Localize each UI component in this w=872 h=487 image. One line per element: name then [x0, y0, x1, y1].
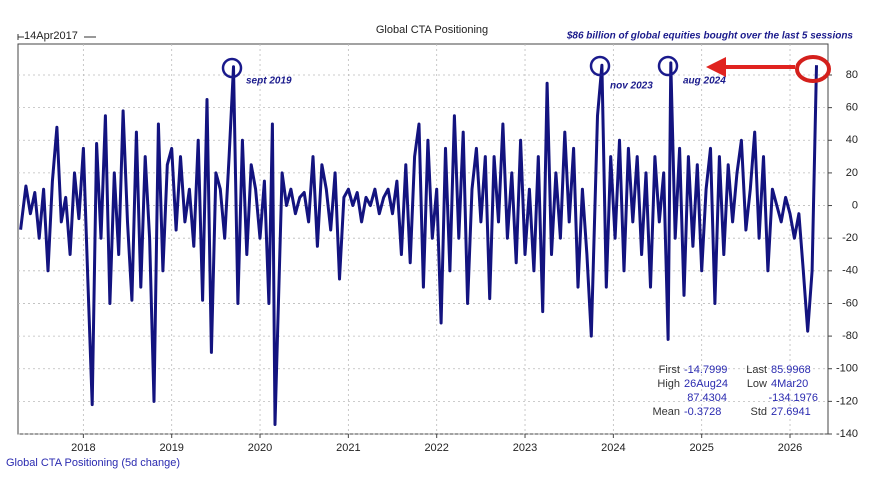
x-tick-label: 2021 — [336, 442, 360, 454]
y-tick-label: 40 — [846, 134, 858, 146]
x-tick-label: 2022 — [424, 442, 448, 454]
y-tick-label: -80 — [842, 330, 858, 342]
stat-value: 26Aug24 — [684, 378, 728, 390]
x-tick-label: 2026 — [778, 442, 802, 454]
highlight-circle — [221, 57, 243, 79]
y-tick-label: -60 — [842, 297, 858, 309]
stat-value: 4Mar20 — [771, 378, 808, 390]
stat-value: 85.9968 — [771, 364, 811, 376]
y-tick-label: -140 — [836, 428, 858, 440]
stat-value: 87.4304 — [687, 392, 727, 404]
stat-label: First — [659, 364, 680, 376]
arrow-head — [706, 57, 726, 77]
y-tick-label: 60 — [846, 102, 858, 114]
x-tick-label: 2019 — [159, 442, 183, 454]
point-label: sept 2019 — [246, 76, 292, 87]
stat-value: 27.6941 — [771, 406, 811, 418]
start-label: 14Apr2017 — [24, 30, 78, 42]
chart-title: Global CTA Positioning — [376, 24, 488, 36]
stat-value: -14.7999 — [684, 364, 727, 376]
stat-label: Std — [750, 406, 767, 418]
y-tick-label: 0 — [852, 199, 858, 211]
stat-value: -0.3728 — [684, 406, 721, 418]
y-tick-label: -100 — [836, 363, 858, 375]
highlight-circle — [795, 55, 831, 83]
y-tick-label: -120 — [836, 395, 858, 407]
stat-label: High — [657, 378, 680, 390]
point-label: aug 2024 — [683, 76, 726, 87]
y-tick-label: 80 — [846, 69, 858, 81]
y-tick-label: -40 — [842, 265, 858, 277]
y-tick-label: 20 — [846, 167, 858, 179]
data-line — [19, 61, 818, 426]
x-tick-label: 2025 — [689, 442, 713, 454]
highlight-circle — [657, 55, 679, 77]
y-tick-label: -20 — [842, 232, 858, 244]
stat-label: Low — [747, 378, 767, 390]
x-tick-label: 2018 — [71, 442, 95, 454]
x-tick-label: 2023 — [513, 442, 537, 454]
point-label: nov 2023 — [610, 81, 653, 92]
stat-label: Last — [746, 364, 767, 376]
stat-value: -134.1976 — [768, 392, 818, 404]
stats-box: First -14.7999 Last 85.9968 High 26Aug24… — [652, 364, 818, 418]
legend-label: Global CTA Positioning (5d change) — [6, 457, 180, 469]
stat-label: Mean — [652, 406, 680, 418]
annotation: $86 billion of global equities bought ov… — [566, 31, 854, 42]
highlight-circle — [589, 55, 611, 77]
x-tick-label: 2024 — [601, 442, 625, 454]
x-tick-label: 2020 — [248, 442, 272, 454]
